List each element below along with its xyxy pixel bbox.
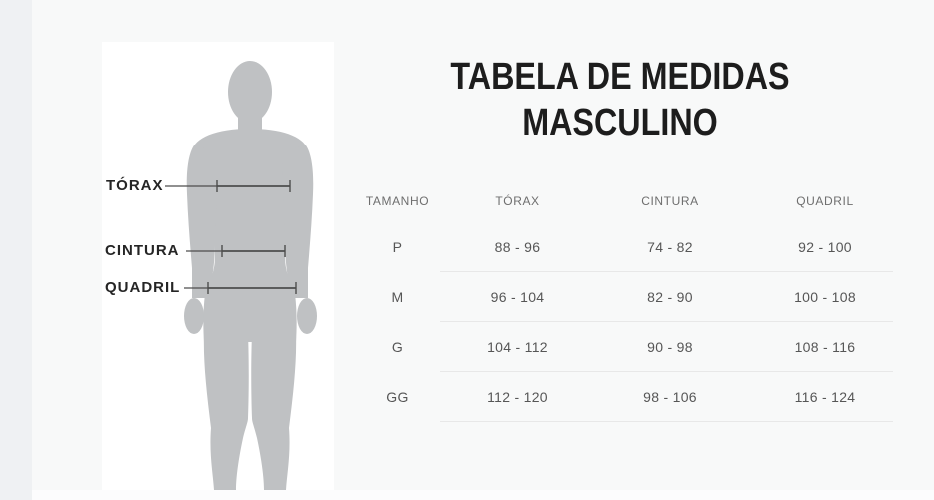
table-row: P 88 - 96 74 - 82 92 - 100 [355, 222, 905, 272]
cintura-value: 98 - 106 [643, 389, 697, 405]
quadril-value: 92 - 100 [798, 239, 852, 255]
header-torax: TÓRAX [495, 194, 540, 208]
table-row: G 104 - 112 90 - 98 108 - 116 [355, 322, 905, 372]
torax-value: 88 - 96 [494, 239, 541, 255]
header-cintura: CINTURA [641, 194, 699, 208]
page-title: TABELA DE MEDIDAS MASCULINO [395, 54, 846, 146]
quadril-value: 116 - 124 [794, 389, 856, 405]
male-body-silhouette [165, 61, 317, 490]
size-value: GG [386, 389, 409, 405]
size-value: M [391, 289, 404, 305]
table-row: GG 112 - 120 98 - 106 116 - 124 [355, 372, 905, 422]
measurement-lines [165, 180, 297, 294]
torax-value: 104 - 112 [487, 339, 548, 355]
torax-value: 96 - 104 [490, 289, 545, 305]
size-table: TAMANHO TÓRAX CINTURA QUADRIL P 88 - 96 … [355, 180, 905, 422]
quadril-value: 108 - 116 [794, 339, 856, 355]
cintura-value: 90 - 98 [647, 339, 693, 355]
table-row: M 96 - 104 82 - 90 100 - 108 [355, 272, 905, 322]
row-divider [440, 371, 893, 372]
table-header-row: TAMANHO TÓRAX CINTURA QUADRIL [355, 180, 905, 222]
quadril-label: QUADRIL [105, 279, 181, 296]
bottom-gutter [32, 490, 934, 500]
row-divider [440, 271, 893, 272]
row-divider [440, 421, 893, 422]
header-tamanho: TAMANHO [365, 194, 430, 208]
page-title-line2: MASCULINO [522, 102, 718, 144]
cintura-value: 82 - 90 [647, 289, 693, 305]
cintura-value: 74 - 82 [647, 239, 693, 255]
body-figure-card [102, 42, 334, 490]
left-gutter [0, 0, 32, 500]
header-quadril: QUADRIL [796, 194, 854, 208]
torax-value: 112 - 120 [487, 389, 548, 405]
size-value: G [391, 339, 404, 355]
row-divider [440, 321, 893, 322]
size-value: P [392, 239, 403, 255]
quadril-value: 100 - 108 [794, 289, 856, 305]
torax-label: TÓRAX [106, 177, 164, 194]
cintura-label: CINTURA [105, 242, 180, 259]
page-title-line1: TABELA DE MEDIDAS [450, 56, 790, 98]
